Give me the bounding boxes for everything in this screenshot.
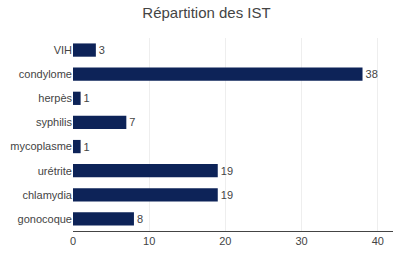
svg-text:condylome: condylome [19,68,72,80]
svg-text:gonocoque: gonocoque [18,213,72,225]
svg-text:0: 0 [70,235,76,247]
svg-text:10: 10 [143,235,155,247]
svg-text:7: 7 [129,116,135,128]
svg-text:1: 1 [84,141,90,153]
svg-text:8: 8 [137,213,143,225]
svg-text:19: 19 [221,189,233,201]
svg-text:syphilis: syphilis [36,116,73,128]
svg-text:herpès: herpès [38,92,72,104]
svg-text:Répartition des IST: Répartition des IST [142,4,270,21]
svg-text:1: 1 [84,92,90,104]
svg-text:20: 20 [219,235,231,247]
svg-text:40: 40 [372,235,384,247]
svg-text:mycoplasme: mycoplasme [10,140,72,152]
svg-text:VIH: VIH [54,44,72,56]
svg-text:3: 3 [99,44,105,56]
svg-text:38: 38 [366,68,378,80]
svg-text:urétrite: urétrite [38,165,72,177]
svg-text:chlamydia: chlamydia [22,189,72,201]
svg-text:30: 30 [295,235,307,247]
svg-text:19: 19 [221,165,233,177]
